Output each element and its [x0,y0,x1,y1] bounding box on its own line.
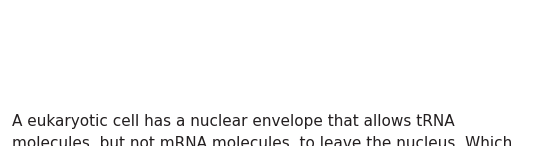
Text: A eukaryotic cell has a nuclear envelope that allows tRNA: A eukaryotic cell has a nuclear envelope… [12,114,455,129]
Text: molecules, but not mRNA molecules, to leave the nucleus. Which: molecules, but not mRNA molecules, to le… [12,136,512,146]
